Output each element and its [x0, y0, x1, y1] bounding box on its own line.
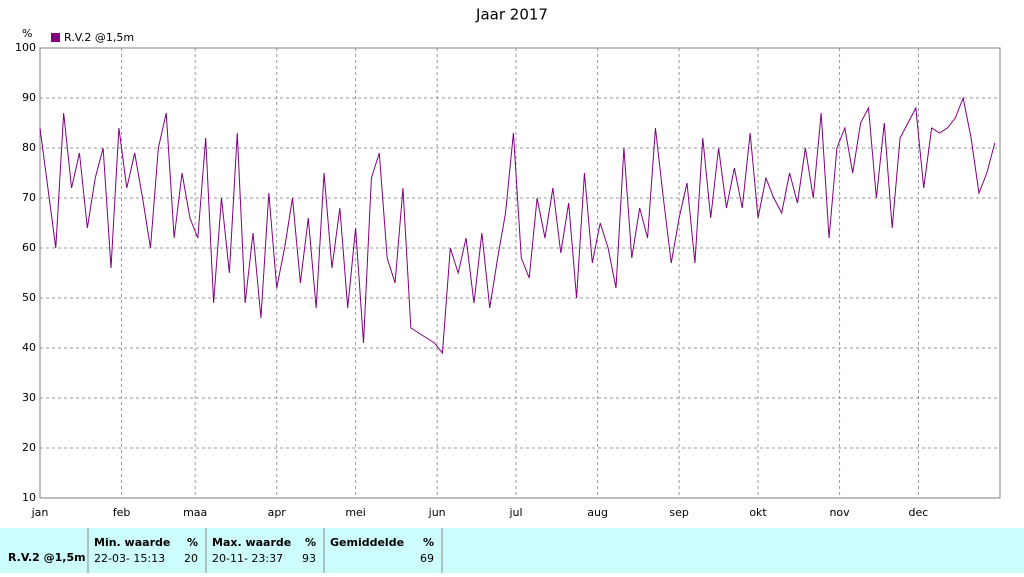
summary-time: 22-03- 15:13: [94, 552, 165, 565]
summary-dividers: [87, 528, 443, 573]
x-tick-label: feb: [113, 506, 131, 519]
summary-unit: %: [423, 536, 434, 549]
data-line: [39, 96, 996, 355]
legend-label: R.V.2 @1,5m: [64, 31, 134, 44]
chart-title: Jaar 2017: [475, 6, 548, 24]
x-tick-label: sep: [669, 506, 688, 519]
summary-unit: %: [305, 536, 316, 549]
x-tick-label: jul: [509, 506, 523, 519]
summary-header: Gemiddelde: [330, 536, 404, 549]
x-tick-label: maa: [183, 506, 207, 519]
y-tick-label: 70: [22, 191, 36, 204]
y-tick-label: 90: [22, 91, 36, 104]
x-tick-label: apr: [268, 506, 287, 519]
y-tick-label: 10: [22, 491, 36, 504]
x-tick-label: jun: [428, 506, 446, 519]
y-tick-label: 40: [22, 341, 36, 354]
summary-time: 20-11- 23:37: [212, 552, 283, 565]
x-tick-label: okt: [749, 506, 767, 519]
summary-unit: %: [187, 536, 198, 549]
y-tick-label: 80: [22, 141, 36, 154]
summary-row-label: R.V.2 @1,5m: [8, 551, 86, 564]
summary-value: 69: [420, 552, 434, 565]
y-tick-label: 20: [22, 441, 36, 454]
summary-header: Max. waarde: [212, 536, 291, 549]
summary-value: 20: [184, 552, 198, 565]
summary-value: 93: [302, 552, 316, 565]
legend-swatch: [51, 33, 60, 42]
summary-header: Min. waarde: [94, 536, 170, 549]
y-unit: %: [22, 27, 32, 40]
y-tick-label: 50: [22, 291, 36, 304]
plot-frame: [39, 47, 1001, 499]
x-tick-label: dec: [909, 506, 929, 519]
x-tick-label: aug: [587, 506, 608, 519]
summary-bg: [0, 528, 1024, 573]
y-tick-label: 30: [22, 391, 36, 404]
x-tick-label: nov: [829, 506, 850, 519]
y-tick-label: 100: [15, 41, 36, 54]
x-tick-label: jan: [31, 506, 49, 519]
y-tick-label: 60: [22, 241, 36, 254]
x-tick-label: mei: [345, 506, 366, 519]
